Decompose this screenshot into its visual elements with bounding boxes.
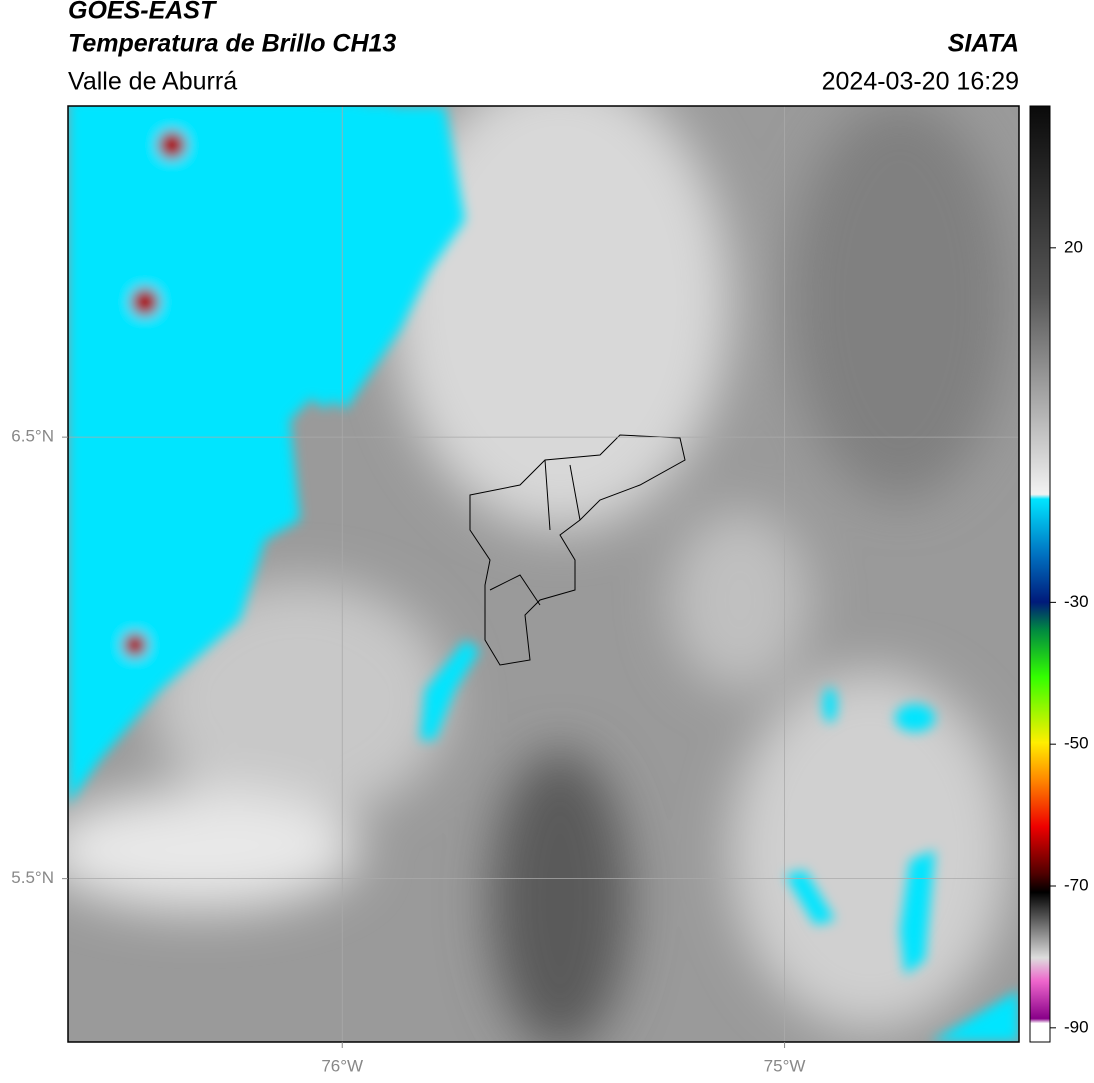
colorbar-tick-label: -90 (1064, 1017, 1089, 1036)
colorbar-tick-label: -70 (1064, 875, 1089, 894)
x-tick-label: 75°W (764, 1056, 806, 1075)
colorbar (1029, 105, 1051, 1043)
datetime: 2024-03-20 16:29 (822, 68, 1019, 96)
colorbar-tick-label: 20 (1064, 237, 1083, 256)
grid (68, 106, 1019, 1042)
y-tick-label: 5.5°N (11, 868, 54, 887)
valley-outline (469, 434, 686, 666)
product: Temperatura de Brillo CH13 (68, 30, 396, 58)
map-frame (67, 105, 1020, 1043)
colorbar-tick-label: -50 (1064, 734, 1089, 753)
colorbar-tick-label: -30 (1064, 592, 1089, 611)
region: Valle de Aburrá (68, 68, 237, 96)
y-tick-label: 6.5°N (11, 427, 54, 446)
satellite: GOES-EAST (68, 0, 218, 25)
source: SIATA (948, 30, 1019, 58)
map-image (68, 106, 1019, 1042)
x-tick-label: 76°W (321, 1056, 363, 1075)
